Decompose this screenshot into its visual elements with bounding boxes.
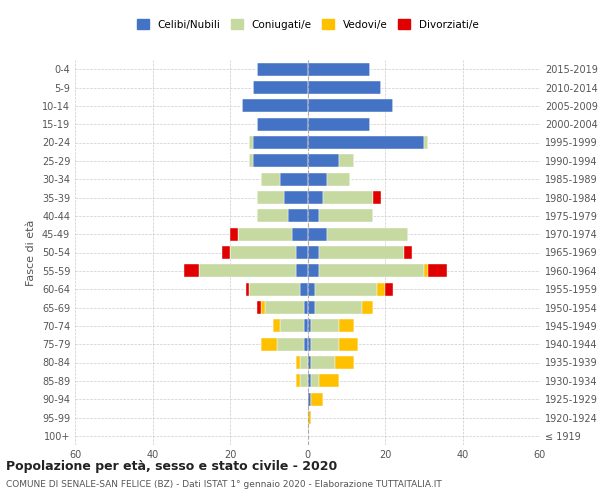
Bar [230,228,238,240]
Bar [308,264,319,277]
Bar [311,320,338,332]
Bar [253,136,308,149]
Bar [404,246,412,259]
Bar [308,374,311,387]
Bar [308,173,327,186]
Bar [308,228,327,240]
Bar [308,246,319,259]
Bar [308,191,323,204]
Legend: Celibi/Nubili, Coniugati/e, Vedovi/e, Divorziati/e: Celibi/Nubili, Coniugati/e, Vedovi/e, Di… [133,15,482,34]
Bar [319,374,338,387]
Bar [323,191,373,204]
Bar [308,63,370,76]
Bar [253,81,308,94]
Bar [308,136,424,149]
Text: COMUNE DI SENALE-SAN FELICE (BZ) - Dati ISTAT 1° gennaio 2020 - Elaborazione TUT: COMUNE DI SENALE-SAN FELICE (BZ) - Dati … [6,480,442,489]
Bar [308,393,311,406]
Bar [308,81,381,94]
Bar [311,393,323,406]
Bar [277,338,304,350]
Bar [338,320,354,332]
Text: Popolazione per età, sesso e stato civile - 2020: Popolazione per età, sesso e stato civil… [6,460,337,473]
Bar [288,210,308,222]
Bar [319,246,404,259]
Bar [242,100,308,112]
Bar [300,356,308,369]
Bar [308,154,338,167]
Bar [338,154,354,167]
Bar [304,338,308,350]
Bar [253,154,308,167]
Bar [327,173,350,186]
Bar [261,301,265,314]
Bar [311,356,335,369]
Y-axis label: Fasce di età: Fasce di età [26,220,36,286]
Bar [296,356,300,369]
Bar [272,320,280,332]
Bar [245,283,250,296]
Bar [296,246,308,259]
Bar [284,191,308,204]
Bar [319,264,424,277]
Bar [315,301,362,314]
Bar [222,246,230,259]
Bar [257,118,308,130]
Bar [327,228,408,240]
Bar [385,283,393,296]
Bar [377,283,385,296]
Bar [308,320,311,332]
Bar [300,374,308,387]
Bar [238,228,292,240]
Bar [424,136,428,149]
Bar [308,338,311,350]
Bar [335,356,354,369]
Bar [308,356,311,369]
Bar [428,264,447,277]
Bar [304,320,308,332]
Bar [362,301,373,314]
Bar [230,246,296,259]
Bar [199,264,296,277]
Bar [250,136,253,149]
Bar [308,411,311,424]
Bar [184,264,199,277]
Bar [257,301,261,314]
Bar [311,374,319,387]
Bar [265,301,304,314]
Bar [261,173,280,186]
Bar [319,210,373,222]
Bar [300,283,308,296]
Bar [308,301,315,314]
Bar [296,374,300,387]
Bar [280,173,308,186]
Bar [296,264,308,277]
Bar [308,210,319,222]
Bar [261,338,277,350]
Bar [257,63,308,76]
Bar [424,264,428,277]
Bar [257,210,288,222]
Bar [308,100,393,112]
Bar [250,154,253,167]
Bar [311,338,338,350]
Bar [373,191,381,204]
Bar [280,320,304,332]
Bar [292,228,308,240]
Bar [257,191,284,204]
Bar [304,301,308,314]
Bar [315,283,377,296]
Bar [338,338,358,350]
Bar [250,283,300,296]
Bar [308,283,315,296]
Bar [308,118,370,130]
